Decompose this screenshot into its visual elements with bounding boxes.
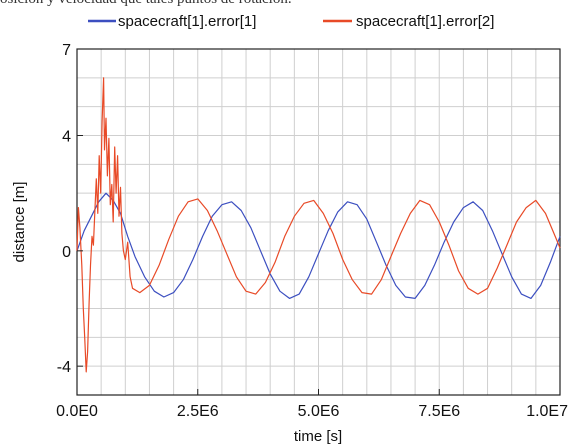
series-line-error-1 (76, 192, 561, 299)
axis-ticks: 0.0E0 2.5E6 5.0E6 7.5E6 1.0E7 -4 0 4 7 (56, 42, 568, 420)
x-tick-label: 0.0E0 (56, 403, 98, 420)
chart-legend: spacecraft[1].error[1] spacecraft[1].err… (88, 13, 494, 30)
y-tick-label: 0 (62, 244, 71, 261)
y-tick-label: 7 (62, 42, 71, 59)
x-axis-title: time [s] (294, 428, 342, 445)
x-tick-label: 7.5E6 (418, 403, 460, 420)
grid-lines (77, 49, 560, 395)
x-tick-label: 2.5E6 (177, 403, 219, 420)
page-text-fragment: osición y velocidad que tales puntos de … (0, 0, 292, 8)
legend-label-error-1: spacecraft[1].error[1] (118, 13, 256, 30)
x-tick-label: 5.0E6 (298, 403, 340, 420)
legend-label-error-2: spacecraft[1].error[2] (356, 13, 494, 30)
y-tick-label: 4 (62, 129, 71, 146)
y-tick-label: -4 (57, 359, 71, 376)
series-line-error-2 (76, 77, 561, 373)
series-lines (76, 77, 561, 373)
x-tick-label: 1.0E7 (526, 403, 568, 420)
y-axis-title: distance [m] (11, 182, 28, 263)
